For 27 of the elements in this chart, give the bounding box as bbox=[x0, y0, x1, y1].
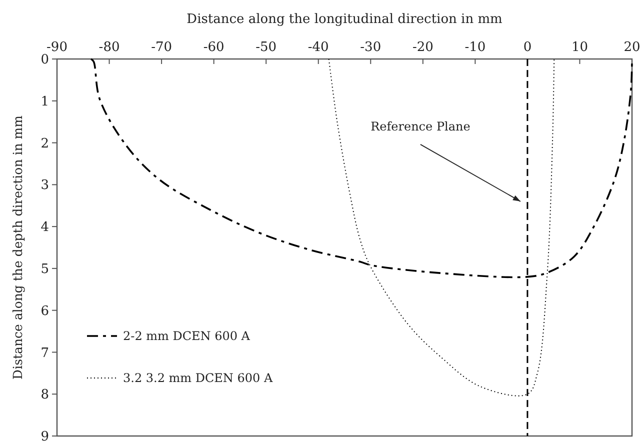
x-axis-title: Distance along the longitudinal direction in mm bbox=[186, 12, 502, 27]
x-tick-label: 20 bbox=[624, 40, 640, 55]
y-tick-label: 2 bbox=[40, 136, 49, 152]
x-tick-label: -20 bbox=[412, 40, 434, 55]
x-tick-label: -30 bbox=[360, 40, 382, 55]
x-tick-label: -70 bbox=[151, 40, 172, 55]
y-tick-label: 4 bbox=[40, 220, 49, 236]
y-tick-label: 0 bbox=[40, 52, 49, 68]
x-tick-label: -90 bbox=[46, 40, 68, 55]
x-tick-label: -80 bbox=[98, 40, 120, 55]
y-axis-title: Distance along the depth direction in mm bbox=[10, 115, 25, 380]
legend-label: 2-2 mm DCEN 600 A bbox=[123, 329, 250, 344]
x-tick-label: -60 bbox=[203, 40, 224, 55]
x-tick-label: -40 bbox=[308, 40, 329, 55]
y-tick-label: 6 bbox=[40, 304, 49, 319]
y-tick-label: 1 bbox=[40, 94, 49, 110]
x-tick-label: 10 bbox=[571, 40, 588, 55]
y-tick-label: 7 bbox=[40, 346, 49, 361]
annotation: Reference Plane bbox=[370, 119, 470, 134]
x-tick-label: 0 bbox=[523, 40, 532, 55]
x-tick-label: -10 bbox=[464, 40, 486, 55]
x-tick-label: -50 bbox=[256, 40, 277, 55]
y-tick-label: 5 bbox=[40, 262, 49, 277]
y-tick-label: 9 bbox=[40, 430, 49, 444]
y-tick-label: 3 bbox=[40, 178, 49, 194]
legend-label: 3.2 3.2 mm DCEN 600 A bbox=[123, 371, 273, 386]
y-tick-label: 8 bbox=[40, 388, 49, 403]
